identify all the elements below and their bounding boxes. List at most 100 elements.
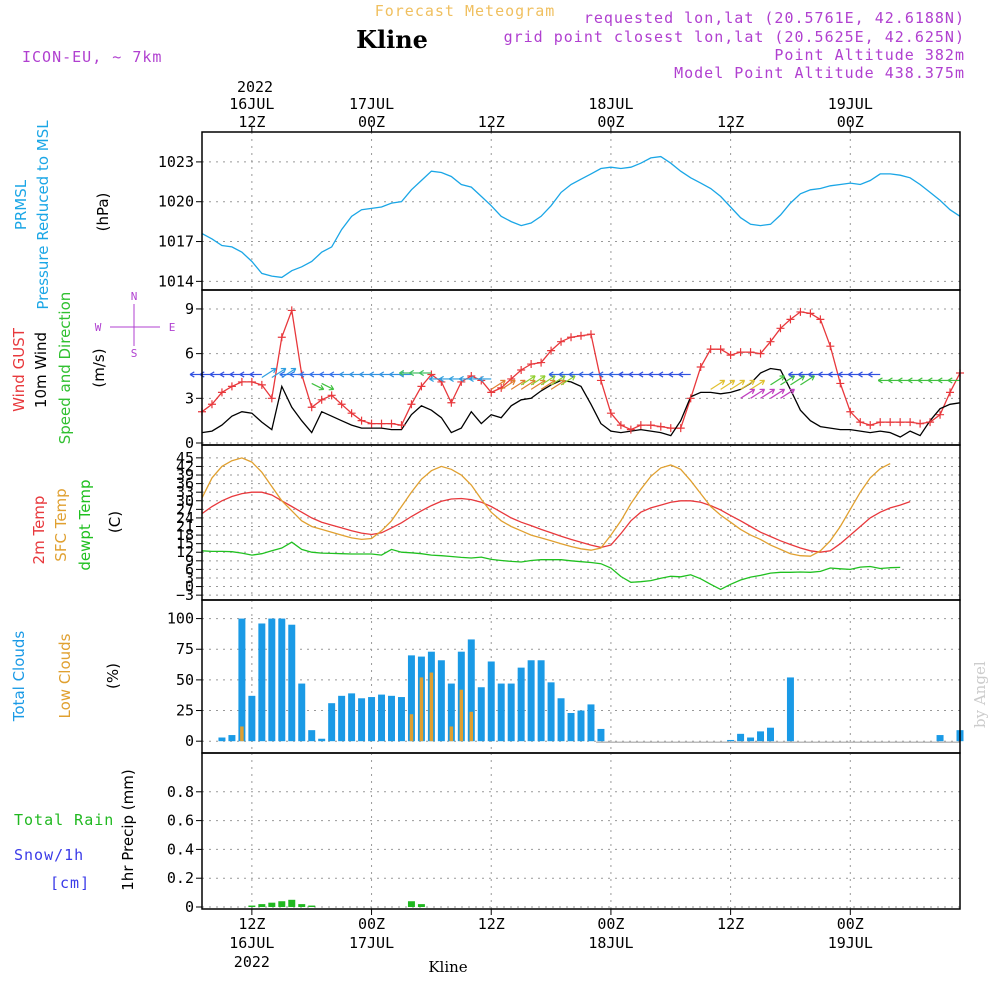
wind-arrow-head [270,367,277,374]
wind-arrow-head [578,371,584,378]
wind-arrow-head [847,371,853,378]
wind-arrow-head [359,371,365,378]
gust-marker [267,394,276,403]
gust-marker [656,422,665,431]
wind-arrow-head [877,377,883,384]
ytick-label: 1020 [158,193,194,211]
wind-arrow [710,379,725,390]
wind-arrow-head [947,377,953,384]
ms-unit-label: (m/s) [90,348,108,387]
wind-arrow [550,379,566,390]
wind-arrow-head [789,388,796,395]
bottom-tick-hour: 00Z [837,915,864,933]
bottom-tick-hour: 12Z [717,915,744,933]
ytick-label: −3 [176,586,194,604]
pressure-labels: PRMSL Pressure Reduced to MSL (hPa) [12,120,112,310]
total-cloud-bar [477,687,485,742]
wind-arrow-head [668,371,674,378]
low-cloud-bar [419,677,424,742]
wind-arrow-head [568,371,574,378]
ytick-label: 1014 [158,272,194,290]
bottom-tick-date: 17JUL [349,934,394,952]
wind-arrow-head [328,384,335,391]
total-cloud-bar [268,618,276,742]
temp-labels: 2m Temp SFC Temp dewpt Temp (C) [30,479,124,570]
total-cloud-bar [737,733,745,742]
ytick-label: 75 [176,640,194,658]
low-cloud-bar [449,726,454,742]
dewpt-label: dewpt Temp [76,479,94,570]
wind-arrow-head [739,379,746,386]
ytick-label: 0.2 [167,869,194,887]
top-tick-date: 19JUL [828,95,873,113]
wind-arrow [730,379,745,390]
total-cloud-bar [308,730,316,742]
rain-bar [417,904,425,907]
gust-marker [337,400,346,409]
gust-marker [586,330,595,339]
cm-label: [cm] [50,874,90,892]
total-cloud-bar [278,618,286,742]
gust-marker [666,424,675,433]
wind-arrow-head [608,371,614,378]
total-cloud-bar [597,728,605,742]
wind-arrow [770,375,785,386]
total-cloud-bar [318,738,326,742]
wind-arrow [750,388,765,399]
rain-bar [298,904,306,907]
gust-marker [407,400,416,409]
wind-arrow-head [658,371,664,378]
location-title: Kline [356,25,428,54]
ytick-label: 0 [185,898,194,916]
wind-arrow-head [828,371,833,378]
low-cloud-bar [240,726,244,742]
gust-marker [557,337,566,346]
top-tick-hour: 00Z [837,113,864,131]
gust-marker [537,358,546,367]
ytick-label: 45 [176,449,194,467]
precip-unit-label: 1hr Precip (mm) [119,769,137,890]
wind-labels: Wind GUST 10m Wind Speed and Direction (… [10,290,175,444]
compass-s: S [131,347,138,360]
gust-marker [806,309,815,318]
gust-marker [786,315,795,324]
wind-arrow [520,379,536,390]
wind-arrow-head [638,371,644,378]
compass-icon: N W E S [95,290,176,360]
pressure-series-line-0 [201,155,961,279]
ytick-label: 30 [176,492,194,510]
gust-marker [327,391,336,400]
ytick-label: 9 [185,552,194,570]
wind-arrow [530,379,546,390]
compass-e: E [169,321,176,334]
wind-arrow-head [618,371,624,378]
total-cloud-bar [537,660,545,742]
total-cloud-bar [298,683,306,742]
low-clouds-label: Low Clouds [56,633,74,718]
wind-arrow-head [189,371,195,378]
panel-clouds: 0 25 50 75 100 [167,599,964,754]
top-tick-date: 17JUL [349,95,394,113]
wind-arrow-head [907,377,913,384]
gust-marker [816,315,825,324]
total-cloud-bar [447,683,455,742]
wind-arrow [770,388,785,399]
total-cloud-bar [936,735,944,742]
wind-arrow [321,382,334,390]
wind-arrow-head [249,371,255,378]
wind-arrow-head [857,371,863,378]
wind-arrow-head [788,371,794,378]
point-altitude: Point Altitude 382m [774,46,965,64]
pressure-msl-label: Pressure Reduced to MSL [34,120,52,310]
ytick-label: 0 [185,732,194,750]
ytick-label: 33 [176,483,194,501]
wind-arrow-head [510,379,516,386]
total-cloud-bar [258,623,266,742]
total-rain-label: Total Rain [14,811,114,829]
total-cloud-bar [786,677,794,742]
wind-arrow-head [749,388,756,395]
compass-n: N [131,290,138,303]
panel-frame [201,444,961,601]
wind-arrow-head [808,371,813,378]
